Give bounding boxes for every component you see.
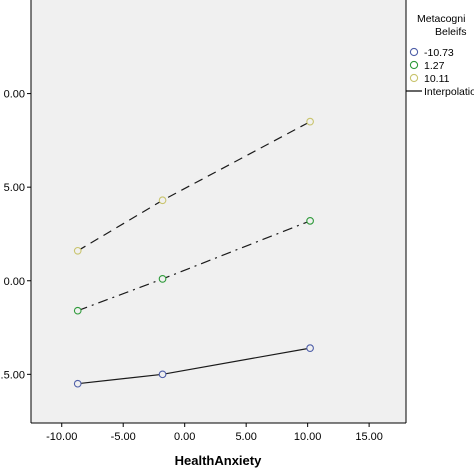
- plot-area: [31, 0, 406, 423]
- y-tick-label: .5.00: [1, 369, 25, 381]
- data-point: [73, 246, 82, 255]
- x-tick-label: 0.00: [174, 431, 195, 443]
- x-tick-label: 10.00: [294, 431, 322, 443]
- y-tick-label: 5.00: [4, 182, 25, 194]
- data-point: [73, 379, 82, 388]
- legend-marker: [409, 73, 419, 83]
- legend-label: -10.73: [424, 47, 454, 59]
- x-tick-label: -5.00: [111, 431, 136, 443]
- data-point: [306, 217, 314, 225]
- legend-title-line-2: Beleifs: [435, 26, 467, 38]
- series-points: [73, 117, 314, 388]
- x-tick-label: -10.00: [46, 431, 77, 443]
- data-point: [158, 196, 167, 205]
- legend-label: 1.27: [424, 60, 445, 72]
- x-tick-label: 5.00: [235, 431, 256, 443]
- data-point: [306, 344, 314, 352]
- data-point: [158, 275, 167, 283]
- x-tick-label: 15.00: [355, 431, 383, 443]
- legend-label: 10.11: [424, 73, 450, 85]
- legend-title-line-1: Metacogni: [417, 13, 465, 25]
- data-point: [158, 370, 167, 379]
- legend-marker: [409, 60, 419, 70]
- legend: Metacogni Beleifs -10.731.2710.11Interpo…: [406, 13, 474, 98]
- data-point: [306, 117, 314, 126]
- y-tick-label: 0.00: [4, 89, 25, 101]
- legend-marker: [409, 47, 419, 57]
- y-tick-label: 0.00: [4, 276, 25, 288]
- x-ticks: -10.00 -5.00 0.00 5.00 10.00 15.00: [46, 423, 383, 443]
- y-ticks: .5.00 0.00 5.00 0.00: [1, 89, 31, 381]
- x-axis-title: HealthAnxiety: [175, 453, 262, 468]
- legend-interpolation-label: Interpolatio: [424, 86, 474, 98]
- data-point: [73, 306, 82, 315]
